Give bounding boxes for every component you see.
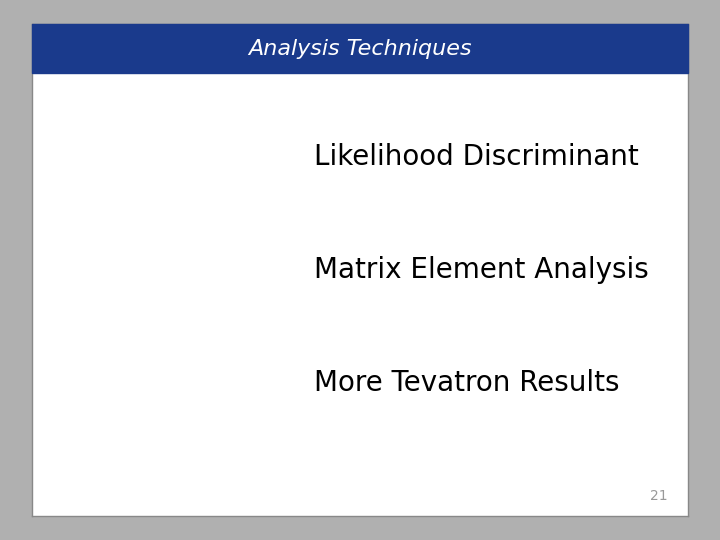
Text: 21: 21: [650, 489, 668, 503]
Bar: [32, 24, 688, 73]
Text: Matrix Element Analysis: Matrix Element Analysis: [314, 256, 649, 284]
Text: More Tevatron Results: More Tevatron Results: [314, 369, 620, 397]
Text: Analysis Techniques: Analysis Techniques: [248, 39, 472, 59]
Text: Likelihood Discriminant: Likelihood Discriminant: [314, 143, 639, 171]
